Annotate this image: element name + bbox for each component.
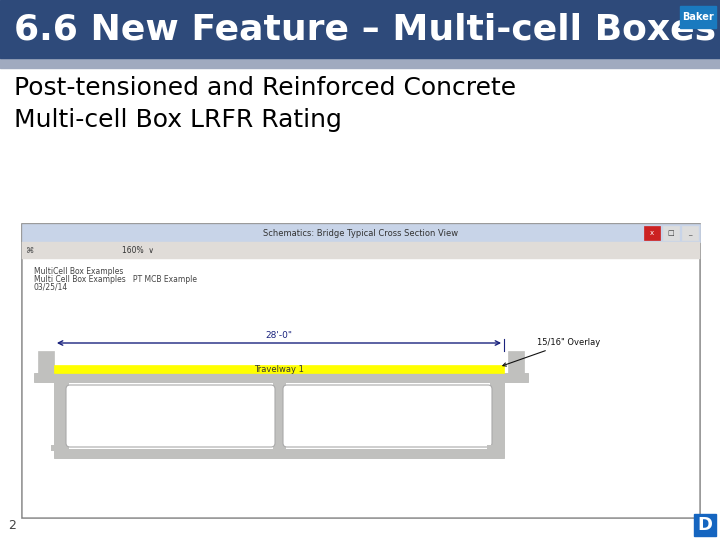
Bar — [273, 382, 285, 451]
Bar — [680, 6, 716, 28]
Text: Schematics: Bridge Typical Cross Section View: Schematics: Bridge Typical Cross Section… — [264, 228, 459, 238]
Bar — [22, 242, 700, 259]
Bar — [54, 449, 504, 458]
Text: Multi Cell Box Examples   PT MCB Example: Multi Cell Box Examples PT MCB Example — [34, 275, 197, 284]
FancyBboxPatch shape — [283, 385, 492, 447]
Text: □: □ — [667, 230, 675, 236]
Bar — [694, 514, 716, 536]
Bar — [22, 224, 700, 242]
Text: 160%  ∨: 160% ∨ — [122, 246, 154, 255]
Bar — [490, 382, 504, 451]
Bar — [508, 351, 524, 373]
Text: 2: 2 — [8, 519, 16, 532]
Bar — [0, 0, 720, 58]
Bar — [644, 226, 660, 240]
Bar — [34, 373, 528, 382]
Bar — [51, 445, 57, 451]
Bar — [54, 382, 68, 451]
Text: x: x — [650, 230, 654, 236]
Bar — [682, 226, 698, 240]
FancyBboxPatch shape — [66, 385, 275, 447]
Text: Baker: Baker — [682, 12, 714, 22]
Bar — [487, 445, 493, 451]
Text: _: _ — [688, 230, 692, 236]
Text: 6.6 New Feature – Multi-cell Boxes: 6.6 New Feature – Multi-cell Boxes — [14, 12, 716, 46]
Text: ⌘: ⌘ — [26, 246, 35, 255]
Bar — [22, 224, 700, 518]
Text: 03/25/14: 03/25/14 — [34, 283, 68, 292]
Bar — [23, 259, 699, 517]
Text: MultiCell Box Examples: MultiCell Box Examples — [34, 267, 123, 276]
Text: 15/16" Overlay: 15/16" Overlay — [503, 338, 600, 366]
Text: 28'-0": 28'-0" — [266, 331, 292, 340]
Bar — [54, 365, 504, 373]
Bar — [663, 226, 679, 240]
Text: Post-tensioned and Reinforced Concrete
Multi-cell Box LRFR Rating: Post-tensioned and Reinforced Concrete M… — [14, 76, 516, 132]
Bar — [38, 351, 54, 373]
Bar — [0, 58, 720, 68]
Text: Travelway 1: Travelway 1 — [254, 364, 304, 374]
Text: D: D — [698, 516, 713, 534]
